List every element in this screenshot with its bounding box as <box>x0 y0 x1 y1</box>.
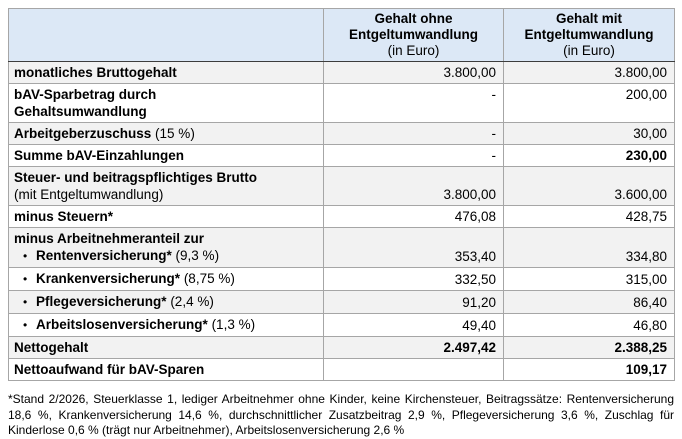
row-label: minus Arbeitnehmeranteil zur • Rentenversi… <box>8 227 324 268</box>
value-gehalt-mit: 230,00 <box>503 144 675 167</box>
bav-comparison-table: Gehalt ohne Entgeltumwandlung (in Euro) … <box>8 8 675 381</box>
value-gehalt-ohne: - <box>323 144 504 167</box>
value-gehalt-mit: 428,75 <box>503 205 675 228</box>
value-gehalt-ohne: - <box>323 122 504 145</box>
label-line: Steuer- und beitragspflichtiges Brutto <box>14 170 258 185</box>
label-line: • Rentenversicherung* (9,3 %) <box>23 248 220 263</box>
label-line: Arbeitgeberzuschuss (15 %) <box>14 126 195 141</box>
label-line: minus Steuern* <box>14 209 114 224</box>
table-row: Steuer- und beitragspflichtiges Brutto (m… <box>8 166 675 206</box>
column-header-unit: (in Euro) <box>387 43 440 58</box>
bullet-icon: • <box>23 272 28 286</box>
column-header-title-line2: Entgeltumwandlung <box>349 27 478 42</box>
label-line: Nettoaufwand für bAV-Sparen <box>14 362 205 377</box>
value-gehalt-ohne: 476,08 <box>323 205 504 228</box>
row-label: monatliches Bruttogehalt <box>8 61 324 84</box>
value-gehalt-mit: 200,00 <box>503 83 675 123</box>
table-row: Nettoaufwand für bAV-Sparen 109,17 <box>8 358 675 381</box>
row-label: • Pflegeversicherung* (2,4 %) <box>8 290 324 314</box>
table-row: • Pflegeversicherung* (2,4 %) 91,20 86,40 <box>8 290 675 314</box>
column-header-gehalt-mit: Gehalt mit Entgeltumwandlung (in Euro) <box>503 8 675 62</box>
row-label: • Arbeitslosenversicherung* (1,3 %) <box>8 313 324 337</box>
value-gehalt-mit: 315,00 <box>503 267 675 291</box>
table-row: bAV-Sparbetrag durch Gehaltsumwandlung -20… <box>8 83 675 123</box>
table-body: monatliches Bruttogehalt 3.800,00 3.800,00… <box>8 61 675 381</box>
value-gehalt-ohne: - <box>323 83 504 123</box>
label-line: Nettogehalt <box>14 340 89 355</box>
label-line: Summe bAV-Einzahlungen <box>14 148 185 163</box>
value-gehalt-mit: 46,80 <box>503 313 675 337</box>
label-line: minus Arbeitnehmeranteil zur <box>14 231 205 246</box>
label-line: • Pflegeversicherung* (2,4 %) <box>23 294 214 309</box>
value-gehalt-ohne: 3.800,00 <box>323 166 504 206</box>
table-row: minus Arbeitnehmeranteil zur • Rentenversi… <box>8 227 675 268</box>
header-row: Gehalt ohne Entgeltumwandlung (in Euro) … <box>8 8 675 62</box>
bullet-icon: • <box>23 295 28 309</box>
row-label: bAV-Sparbetrag durch Gehaltsumwandlung <box>8 83 324 123</box>
column-header-title-line1: Gehalt mit <box>555 11 622 26</box>
table-row: monatliches Bruttogehalt 3.800,00 3.800,00 <box>8 61 675 84</box>
label-line: monatliches Bruttogehalt <box>14 65 177 80</box>
value-gehalt-ohne: 91,20 <box>323 290 504 314</box>
value-gehalt-mit: 109,17 <box>503 358 675 381</box>
label-line: (mit Entgeltumwandlung) <box>14 187 164 202</box>
value-gehalt-ohne: 2.497,42 <box>323 336 504 359</box>
table-row: Arbeitgeberzuschuss (15 %) -30,00 <box>8 122 675 145</box>
footnote-text: *Stand 2/2026, Steuerklasse 1, lediger A… <box>8 392 674 437</box>
row-label: Steuer- und beitragspflichtiges Brutto (m… <box>8 166 324 206</box>
label-line: Gehaltsumwandlung <box>14 104 147 119</box>
row-label: Arbeitgeberzuschuss (15 %) <box>8 122 324 145</box>
table-row: Summe bAV-Einzahlungen -230,00 <box>8 144 675 167</box>
value-gehalt-mit: 3.600,00 <box>503 166 675 206</box>
value-gehalt-ohne: 3.800,00 <box>323 61 504 84</box>
label-line: • Arbeitslosenversicherung* (1,3 %) <box>23 317 256 332</box>
row-label: • Krankenversicherung* (8,75 %) <box>8 267 324 291</box>
value-gehalt-mit: 86,40 <box>503 290 675 314</box>
row-label: Summe bAV-Einzahlungen <box>8 144 324 167</box>
table-row: • Arbeitslosenversicherung* (1,3 %) 49,40 4… <box>8 313 675 337</box>
column-header-title-line1: Gehalt ohne <box>374 11 453 26</box>
table-header: Gehalt ohne Entgeltumwandlung (in Euro) … <box>8 8 675 62</box>
value-gehalt-mit: 334,80 <box>503 227 675 268</box>
value-gehalt-ohne: 353,40 <box>323 227 504 268</box>
value-gehalt-ohne: 49,40 <box>323 313 504 337</box>
column-header-gehalt-ohne: Gehalt ohne Entgeltumwandlung (in Euro) <box>323 8 504 62</box>
table-row: • Krankenversicherung* (8,75 %) 332,50 315,… <box>8 267 675 291</box>
value-gehalt-mit: 3.800,00 <box>503 61 675 84</box>
row-label: Nettoaufwand für bAV-Sparen <box>8 358 324 381</box>
table-row: Nettogehalt 2.497,42 2.388,25 <box>8 336 675 359</box>
table-row: minus Steuern* 476,08 428,75 <box>8 205 675 228</box>
value-gehalt-ohne <box>323 358 504 381</box>
value-gehalt-mit: 30,00 <box>503 122 675 145</box>
column-header-title-line2: Entgeltumwandlung <box>524 27 654 42</box>
bullet-icon: • <box>23 249 28 263</box>
value-gehalt-mit: 2.388,25 <box>503 336 675 359</box>
value-gehalt-ohne: 332,50 <box>323 267 504 291</box>
row-label: Nettogehalt <box>8 336 324 359</box>
corner-header-cell <box>8 8 324 62</box>
bullet-icon: • <box>23 318 28 332</box>
label-line: bAV-Sparbetrag durch <box>14 87 157 102</box>
row-label: minus Steuern* <box>8 205 324 228</box>
column-header-unit: (in Euro) <box>563 43 615 58</box>
label-line: • Krankenversicherung* (8,75 %) <box>23 271 235 286</box>
